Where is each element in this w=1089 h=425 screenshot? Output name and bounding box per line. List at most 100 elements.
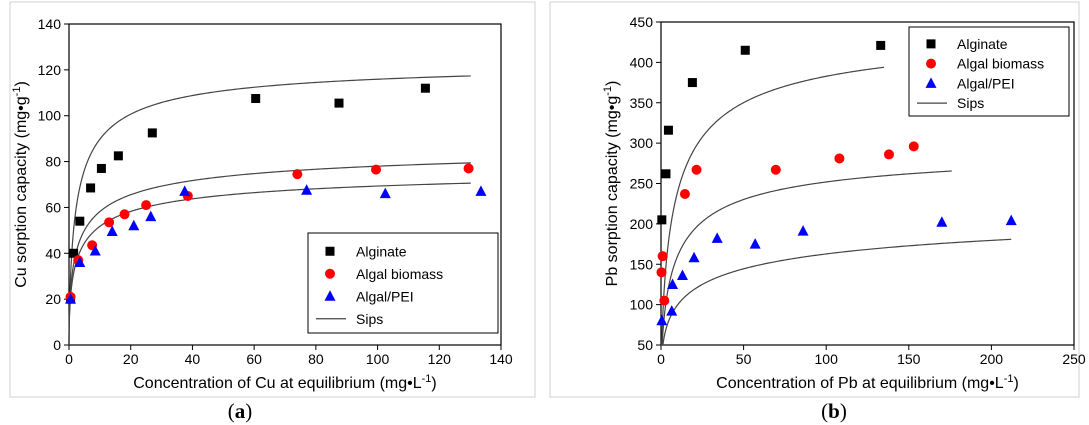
data-point bbox=[141, 200, 152, 211]
panel-label: (b) bbox=[821, 399, 847, 423]
x-tick-label: 100 bbox=[815, 351, 839, 367]
y-tick-label: 350 bbox=[630, 95, 654, 111]
chart-panel-b: 0 50 100 150 200 2505010015020025030035040045… bbox=[549, 1, 1086, 423]
y-tick-label: 400 bbox=[630, 54, 654, 70]
y-axis-label: Cu sorption capacity (mg•g-1) bbox=[11, 81, 30, 288]
x-axis-label: Concentration of Pb at equilibrium (mg•L… bbox=[716, 373, 1019, 392]
data-point bbox=[334, 98, 344, 108]
series-alginate bbox=[657, 40, 886, 225]
x-axis-label-tail: ) bbox=[431, 375, 436, 392]
data-point bbox=[147, 128, 157, 138]
panel-label-open: ( bbox=[228, 399, 235, 423]
data-point bbox=[711, 232, 723, 243]
legend-marker bbox=[926, 39, 936, 49]
legend-marker bbox=[324, 290, 336, 301]
data-point bbox=[74, 256, 86, 267]
data-point bbox=[657, 215, 667, 225]
legend-label: Algal/PEI bbox=[356, 288, 414, 304]
legend-marker bbox=[325, 246, 335, 256]
x-axis-label-main: Concentration of Pb at equilibrium (mg•L bbox=[716, 375, 1004, 392]
data-point bbox=[69, 248, 79, 258]
data-point bbox=[292, 169, 303, 180]
x-tick-label: 80 bbox=[308, 351, 324, 367]
data-point bbox=[179, 185, 191, 196]
y-axis-label-tail: ) bbox=[604, 81, 621, 86]
x-tick-label: 50 bbox=[736, 351, 752, 367]
legend-marker bbox=[325, 268, 335, 279]
y-tick-label: 150 bbox=[630, 256, 654, 272]
data-point bbox=[251, 94, 261, 104]
data-point bbox=[740, 45, 750, 55]
x-tick-label: 0 bbox=[65, 351, 73, 367]
y-tick-label: 120 bbox=[38, 62, 62, 78]
panel-label-close: ) bbox=[840, 399, 847, 423]
data-point bbox=[834, 153, 845, 164]
x-axis-label-tail: ) bbox=[1013, 375, 1018, 392]
plot-area bbox=[68, 23, 502, 346]
y-tick-label: 100 bbox=[630, 297, 654, 313]
data-point bbox=[1005, 214, 1017, 226]
x-axis-label-sup: -1 bbox=[422, 373, 432, 385]
data-point bbox=[119, 209, 130, 220]
data-point bbox=[676, 269, 688, 281]
y-tick-label: 250 bbox=[630, 176, 654, 192]
panel-frame bbox=[9, 1, 536, 398]
series-algal-pei bbox=[65, 184, 487, 304]
y-tick-label: 50 bbox=[637, 337, 653, 353]
legend-marker bbox=[925, 77, 937, 88]
data-point bbox=[908, 141, 919, 152]
series-algal-biomass bbox=[65, 163, 474, 302]
data-point bbox=[661, 169, 671, 179]
data-point bbox=[679, 188, 690, 199]
data-point bbox=[301, 184, 313, 195]
data-point bbox=[371, 164, 382, 175]
sips-curve-alginate bbox=[68, 75, 471, 345]
legend-label: Algal biomass bbox=[356, 266, 443, 282]
data-point bbox=[687, 78, 697, 88]
y-tick-label: 300 bbox=[630, 135, 654, 151]
x-tick-label: 150 bbox=[897, 351, 921, 367]
sips-curve-algal-biomass bbox=[661, 170, 952, 346]
x-tick-label: 120 bbox=[428, 351, 452, 367]
data-point bbox=[65, 293, 77, 304]
x-tick-label: 100 bbox=[366, 351, 390, 367]
data-point bbox=[656, 314, 668, 326]
legend-label: Sips bbox=[356, 311, 383, 327]
legend-label: Algal/PEI bbox=[957, 75, 1015, 91]
data-point bbox=[688, 251, 700, 263]
y-tick-label: 0 bbox=[53, 337, 61, 353]
data-point bbox=[145, 210, 157, 222]
panel-frame bbox=[549, 1, 1080, 398]
x-tick-label: 200 bbox=[980, 351, 1004, 367]
data-point bbox=[659, 295, 670, 306]
data-point bbox=[667, 278, 679, 289]
x-tick-label: 20 bbox=[123, 351, 139, 367]
data-point bbox=[749, 238, 761, 249]
data-point bbox=[876, 40, 886, 50]
data-point bbox=[883, 149, 894, 160]
data-point bbox=[86, 183, 96, 193]
y-axis-label-sup: -1 bbox=[602, 86, 614, 96]
data-point bbox=[656, 267, 667, 278]
x-tick-label: 140 bbox=[489, 351, 513, 367]
data-point bbox=[936, 216, 948, 227]
y-tick-label: 80 bbox=[45, 154, 61, 170]
y-axis-label: Pb sorption capacity (mg•g-1) bbox=[602, 81, 621, 287]
legend-box bbox=[908, 26, 1070, 117]
panel-label-close: ) bbox=[245, 399, 252, 423]
y-tick-label: 140 bbox=[38, 16, 62, 32]
data-point bbox=[75, 216, 85, 226]
y-tick-label: 60 bbox=[45, 199, 61, 215]
y-tick-label: 20 bbox=[45, 291, 61, 307]
y-tick-label: 450 bbox=[630, 14, 654, 30]
legend-label: Alginate bbox=[356, 243, 407, 259]
data-point bbox=[379, 187, 391, 199]
data-point bbox=[104, 217, 115, 228]
y-tick-label: 40 bbox=[45, 245, 61, 261]
data-point bbox=[106, 225, 118, 237]
data-point bbox=[770, 164, 781, 175]
sips-curve-alginate bbox=[661, 66, 885, 346]
data-point bbox=[89, 244, 101, 256]
data-point bbox=[657, 251, 668, 262]
x-axis-label-main: Concentration of Cu at equilibrium (mg•L bbox=[133, 375, 422, 392]
